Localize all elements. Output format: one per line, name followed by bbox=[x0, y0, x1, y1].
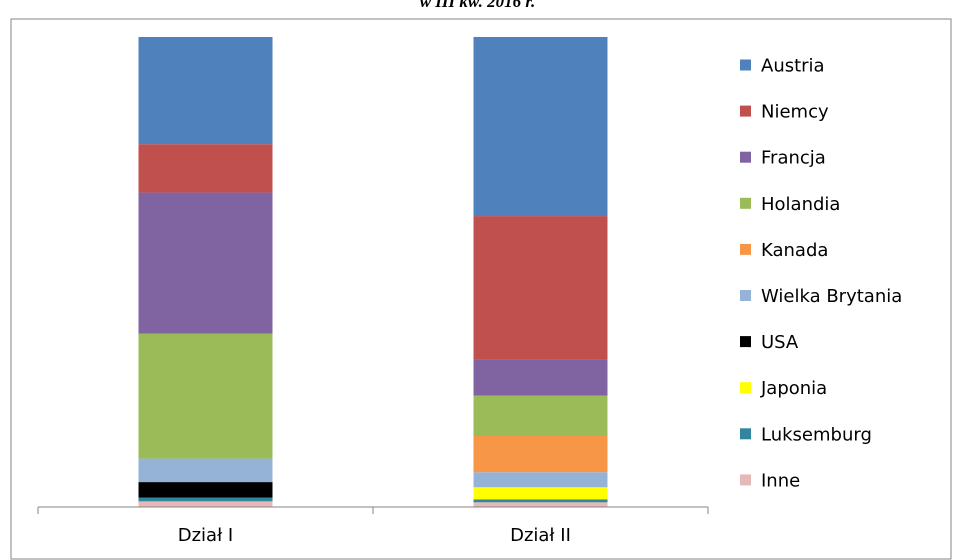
legend-label: Niemcy bbox=[761, 102, 829, 123]
legend-item-niemcy: Niemcy bbox=[740, 102, 829, 123]
legend-swatch bbox=[740, 59, 751, 71]
legend-item-holandia: Holandia bbox=[740, 194, 840, 215]
legend-label: Francja bbox=[761, 148, 826, 169]
bar-dzial-i-wielka-brytania bbox=[138, 458, 273, 483]
legend-item-luksemburg: Luksemburg bbox=[740, 424, 872, 445]
legend-item-usa: USA bbox=[740, 332, 799, 353]
bar-dzial-ii-inne bbox=[473, 502, 608, 507]
bar-dzial-i-francja bbox=[138, 192, 273, 334]
bar-dzial-i-holandia bbox=[138, 333, 273, 459]
bar-dzial-ii-wielka-brytania bbox=[473, 472, 608, 488]
legend: Austria Niemcy Francja Holandia Kanada Wielka… bbox=[740, 56, 902, 491]
legend-swatch bbox=[740, 151, 751, 163]
legend-swatch bbox=[740, 382, 751, 394]
legend-item-japonia: Japonia bbox=[740, 378, 827, 399]
legend-label: Wielka Brytania bbox=[761, 286, 902, 307]
legend-item-wielka-brytania: Wielka Brytania bbox=[740, 286, 902, 307]
x-tick-label-dzial-i: Dział I bbox=[178, 525, 234, 546]
bar-dzial-ii-holandia bbox=[473, 395, 608, 437]
bar-dzial-i-usa bbox=[138, 482, 273, 498]
bar-dzial-i-inne bbox=[138, 501, 273, 507]
bar-dzial-ii-austria bbox=[473, 37, 608, 217]
legend-label: Japonia bbox=[760, 378, 827, 399]
legend-label: Inne bbox=[761, 470, 800, 491]
legend-swatch bbox=[740, 336, 751, 348]
bar-dzial-i-austria bbox=[138, 37, 273, 145]
legend-label: Luksemburg bbox=[761, 424, 872, 445]
legend-label: Kanada bbox=[761, 240, 828, 261]
bar-dzial-ii-japonia bbox=[473, 487, 608, 500]
legend-item-inne: Inne bbox=[740, 470, 800, 491]
legend-swatch bbox=[740, 290, 751, 301]
bar-dzial-ii-luksemburg bbox=[473, 499, 608, 503]
legend-item-francja: Francja bbox=[740, 148, 826, 169]
legend-swatch bbox=[740, 474, 751, 486]
bar-dzial-i-niemcy bbox=[138, 144, 273, 193]
bars-layer bbox=[138, 37, 608, 507]
x-axis: Dział I Dział II bbox=[37, 506, 709, 546]
legend-swatch bbox=[740, 243, 751, 255]
bar-dzial-ii-niemcy bbox=[473, 216, 608, 360]
legend-item-austria: Austria bbox=[740, 56, 825, 77]
legend-label: Austria bbox=[761, 56, 825, 77]
legend-swatch bbox=[740, 428, 751, 440]
legend-swatch bbox=[740, 197, 751, 209]
chart-title: w III kw. 2016 r. bbox=[419, 0, 536, 11]
bar-dzial-i-luksemburg bbox=[138, 497, 273, 502]
x-tick-label-dzial-ii: Dział II bbox=[510, 525, 571, 546]
legend-swatch bbox=[740, 105, 751, 117]
legend-label: USA bbox=[761, 332, 799, 353]
legend-item-kanada: Kanada bbox=[740, 240, 828, 261]
legend-label: Holandia bbox=[761, 194, 840, 215]
bar-dzial-ii-kanada bbox=[473, 436, 608, 473]
bar-dzial-ii-francja bbox=[473, 359, 608, 396]
